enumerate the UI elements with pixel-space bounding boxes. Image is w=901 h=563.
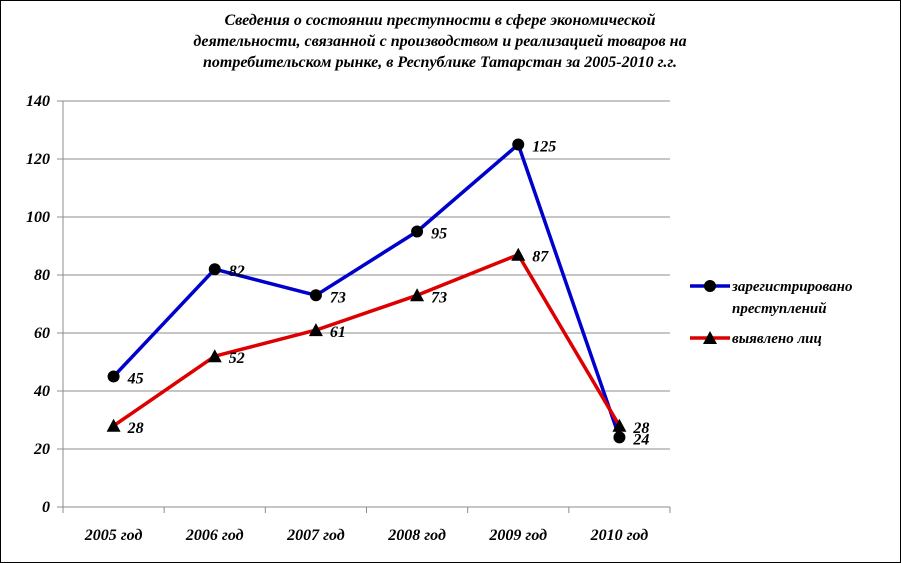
series-0-data-label-0: 45 — [127, 371, 144, 388]
y-tick-label-1: 20 — [33, 441, 50, 458]
legend-label-1-line-0: выявлено лиц — [732, 331, 822, 347]
y-tick-label-0: 0 — [42, 499, 50, 516]
series-1-marker-0 — [106, 418, 121, 432]
x-tick-label-5: 2010 год — [590, 527, 649, 544]
series-0-data-label-5: 24 — [632, 431, 649, 448]
series-1-marker-2 — [308, 323, 323, 337]
series-0-marker-3 — [411, 225, 424, 238]
series-1-marker-5 — [612, 418, 627, 432]
series-line-1 — [112, 252, 621, 428]
series-0-data-label-4: 125 — [532, 139, 556, 156]
series-1-data-label-1: 52 — [229, 350, 245, 367]
chart-title: Сведения о состоянии преступности в сфер… — [120, 10, 760, 73]
series-1-data-label-3: 73 — [431, 289, 447, 306]
series-1-data-label-2: 61 — [330, 324, 346, 341]
series-1-marker-3 — [410, 288, 425, 302]
series-0-marker-5 — [613, 431, 626, 444]
legend-label-0-line-0: зарегистрировано — [731, 279, 852, 295]
series-1-marker-1 — [207, 349, 222, 363]
series-line-0 — [112, 142, 622, 438]
series-0-marker-0 — [107, 370, 120, 383]
legend-marker-0 — [704, 280, 716, 292]
x-tick-label-2: 2007 год — [286, 527, 345, 544]
chart-title-line-1: Сведения о состоянии преступности в сфер… — [224, 12, 656, 29]
series-0-data-label-3: 95 — [431, 226, 447, 243]
series-0-data-label-1: 82 — [229, 263, 245, 280]
y-tick-label-5: 100 — [26, 209, 50, 226]
series-0-marker-4 — [512, 138, 525, 151]
legend-label-0-line-1: преступлений — [732, 301, 827, 317]
x-tick-label-4: 2009 год — [488, 527, 547, 544]
y-tick-label-2: 40 — [33, 383, 50, 400]
series-1-data-label-0: 28 — [127, 420, 144, 437]
chart-title-line-2: деятельности, связанной с производством … — [193, 33, 687, 50]
x-tick-label-1: 2006 год — [185, 527, 244, 544]
y-tick-label-7: 140 — [26, 93, 50, 110]
chart-title-line-3: потребительском рынке, в Республике Тата… — [202, 54, 678, 71]
y-tick-label-4: 80 — [34, 267, 50, 284]
legend-marker-1 — [703, 331, 717, 344]
series-1-marker-4 — [511, 247, 526, 261]
series-1-data-label-4: 87 — [532, 249, 549, 266]
y-tick-label-6: 120 — [26, 151, 50, 168]
x-tick-label-0: 2005 год — [84, 527, 143, 544]
y-tick-label-3: 60 — [34, 325, 50, 342]
series-0-marker-2 — [309, 289, 322, 302]
x-tick-label-3: 2008 год — [387, 527, 446, 544]
series-1-data-label-5: 28 — [632, 420, 649, 437]
series-0-marker-1 — [208, 263, 221, 276]
series-0-data-label-2: 73 — [330, 289, 346, 306]
